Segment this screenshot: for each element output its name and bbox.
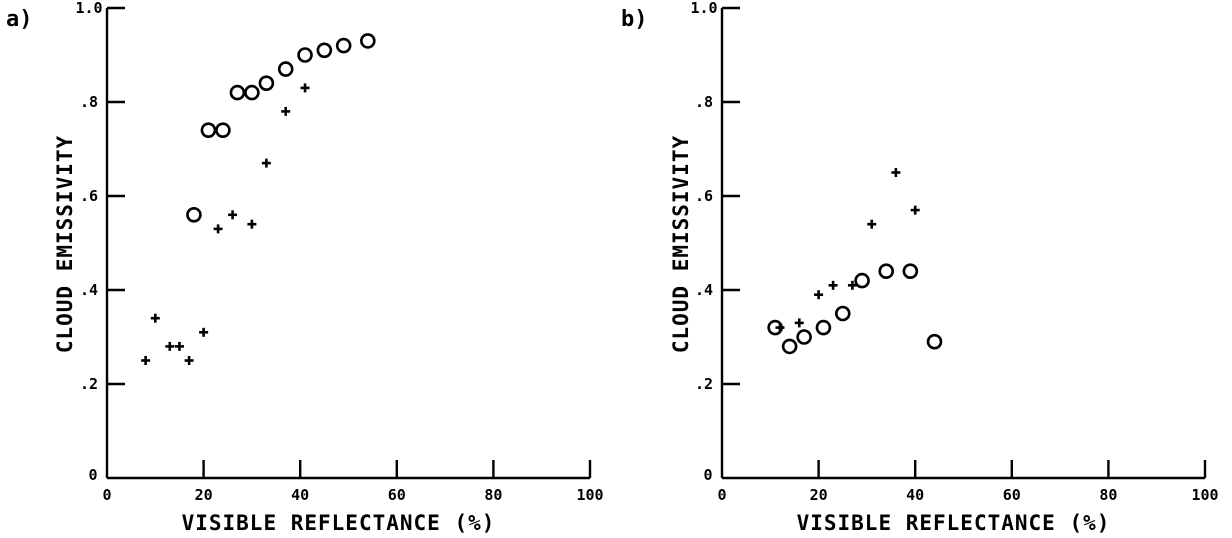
data-point-plus	[150, 313, 160, 323]
data-point-plus	[213, 224, 223, 234]
y-zero-label: 0	[88, 466, 97, 484]
x-tick-label: 60	[1003, 486, 1021, 504]
data-point-circle	[834, 305, 851, 322]
x-tick-label: 80	[1099, 486, 1117, 504]
data-point-circle	[229, 84, 246, 101]
data-point-circle	[878, 263, 895, 280]
data-point-plus	[184, 356, 194, 365]
y-tick-label: .4	[80, 281, 98, 299]
data-point-circle	[360, 33, 376, 49]
data-point-circle	[277, 61, 294, 77]
data-point-plus	[247, 219, 257, 229]
y-tick-label: .8	[80, 93, 98, 111]
y-tick-label: .8	[695, 93, 713, 111]
y-zero-label: 0	[703, 466, 712, 484]
x-tick-label: 20	[810, 486, 828, 504]
y-tick-label: .6	[695, 187, 713, 205]
data-point-circle	[335, 37, 352, 54]
data-point-circle	[200, 122, 217, 138]
data-point-plus	[165, 341, 175, 351]
data-point-plus	[300, 83, 310, 93]
x-axis-title: VISIBLE REFLECTANCE (%)	[797, 511, 1111, 535]
data-point-plus	[261, 158, 271, 168]
data-point-circle	[244, 84, 260, 101]
data-point-circle	[854, 272, 870, 289]
x-tick-label: 80	[484, 486, 502, 504]
x-axis-title: VISIBLE REFLECTANCE (%)	[182, 511, 496, 535]
y-tick-label: .2	[695, 375, 713, 393]
data-point-circle	[297, 47, 313, 63]
x-tick-label: 100	[1191, 486, 1218, 504]
x-tick-label: 0	[717, 486, 726, 504]
data-point-plus	[174, 341, 184, 351]
data-point-plus	[828, 280, 838, 290]
y-tick-label: .6	[80, 187, 98, 205]
x-tick-label: 20	[195, 486, 213, 504]
x-tick-label: 0	[102, 486, 111, 504]
y-tick-label: .2	[80, 375, 98, 393]
data-point-plus	[199, 327, 209, 337]
y-tick-label: 1.0	[690, 0, 717, 17]
data-point-plus	[910, 205, 920, 215]
panel-b: b) 0 20 40 60 80 100 .2 .4 .6 .8 1.0 0 VISIBLE REFLEC…	[621, 0, 1219, 535]
panel-label: b)	[621, 7, 648, 32]
x-tick-label: 100	[576, 486, 603, 504]
data-point-circle	[215, 122, 231, 138]
data-point-circle	[926, 333, 943, 350]
x-tick-label: 60	[388, 486, 406, 504]
data-point-plus	[228, 210, 238, 220]
data-point-plus	[281, 106, 291, 116]
data-point-plus	[814, 290, 824, 300]
y-axis-title: CLOUD EMISSIVITY	[53, 135, 77, 353]
panel-label: a)	[6, 7, 33, 32]
data-point-plus	[141, 356, 151, 365]
data-point-circle	[186, 207, 202, 223]
panel-a: a) 0 20 40 60 80 100 .2 .4 .6 .8 1.0 0 VISIBLE REFLEC…	[6, 0, 604, 535]
data-point-plus	[775, 323, 785, 333]
data-point-circle	[316, 42, 333, 59]
y-tick-label: 1.0	[75, 0, 102, 17]
data-point-plus	[794, 318, 804, 328]
x-tick-label: 40	[291, 486, 309, 504]
data-point-circle	[781, 338, 798, 355]
data-point-plus	[867, 219, 877, 229]
data-point-circle	[815, 319, 832, 336]
y-axis-title: CLOUD EMISSIVITY	[669, 135, 693, 353]
data-point-plus	[891, 168, 901, 177]
data-point-plus	[847, 280, 857, 290]
data-point-circle	[796, 329, 812, 345]
data-point-circle	[902, 263, 919, 280]
data-point-circle	[258, 75, 275, 91]
x-tick-label: 40	[906, 486, 924, 504]
y-tick-label: .4	[695, 281, 713, 299]
